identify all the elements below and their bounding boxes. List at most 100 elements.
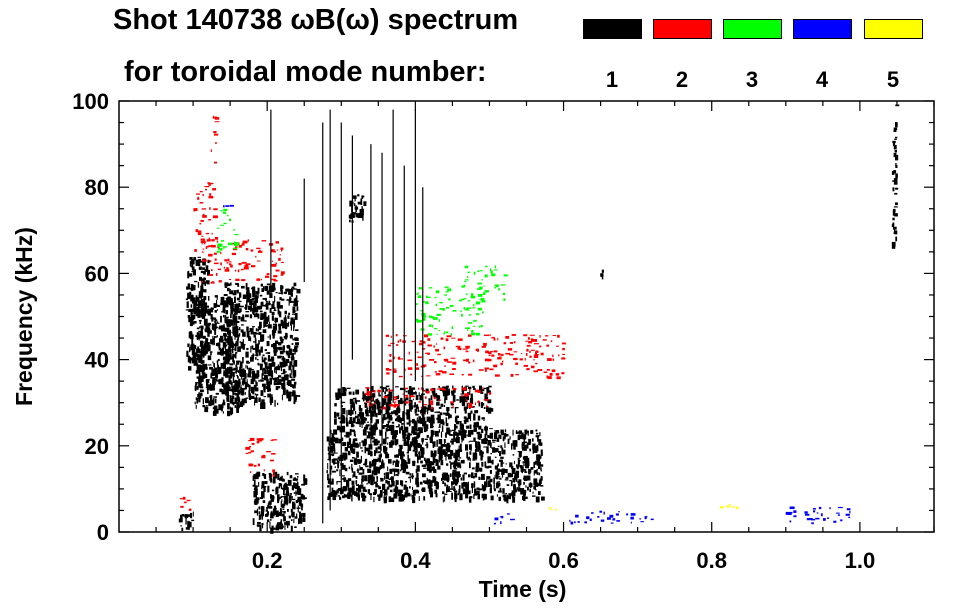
mode-1-mark bbox=[242, 339, 244, 346]
mode-1-mark bbox=[207, 331, 210, 337]
mode-1-mark bbox=[287, 479, 292, 486]
mode-1-mark bbox=[232, 368, 236, 371]
mode-2-mark bbox=[468, 334, 472, 337]
mode-1-mark bbox=[191, 265, 193, 268]
mode-1-mark bbox=[283, 291, 287, 294]
mode-1-mark bbox=[268, 506, 273, 509]
mode-1-mark bbox=[895, 173, 898, 179]
mode-2-mark bbox=[507, 348, 513, 351]
mode-1-mark bbox=[471, 483, 474, 488]
mode-1-mark bbox=[437, 418, 441, 420]
mode-2-mark bbox=[390, 342, 395, 344]
mode-1-mark bbox=[249, 314, 253, 319]
mode-1-mark bbox=[458, 473, 461, 477]
mode-1-mark bbox=[376, 458, 379, 462]
mode-1-mark bbox=[236, 406, 239, 413]
mode-1-mark bbox=[227, 284, 231, 286]
mode-1-mark bbox=[519, 451, 523, 454]
mode-1-mark bbox=[281, 475, 283, 481]
mode-1-mark bbox=[891, 241, 896, 249]
mode-1-mark bbox=[446, 411, 449, 413]
mode-2-mark bbox=[491, 336, 495, 339]
mode-1-mark bbox=[253, 313, 256, 318]
mode-1-mark bbox=[266, 290, 270, 295]
mode-1-mark bbox=[404, 440, 407, 445]
mode-1-mark bbox=[289, 493, 292, 495]
mode-3-mark bbox=[220, 249, 223, 251]
mode-1-mark bbox=[265, 352, 269, 354]
mode-2-mark bbox=[263, 469, 265, 472]
mode-1-mark bbox=[301, 483, 306, 486]
mode-1-mark bbox=[225, 353, 228, 358]
mode-1-mark bbox=[351, 445, 353, 451]
mode-2-mark bbox=[208, 253, 213, 257]
mode-1-mark bbox=[290, 325, 292, 331]
mode-1-mark bbox=[488, 390, 491, 394]
mode-3-mark bbox=[479, 286, 483, 290]
mode-1-mark bbox=[412, 461, 416, 467]
mode-1-mark bbox=[525, 471, 528, 473]
mode-1-mark bbox=[263, 474, 266, 478]
mode-1-mark bbox=[466, 451, 469, 459]
mode-2-mark bbox=[213, 161, 217, 164]
mode-1-mark bbox=[422, 439, 424, 445]
mode-1-mark bbox=[518, 451, 522, 457]
mode-1-mark bbox=[230, 401, 233, 403]
mode-2-mark bbox=[199, 222, 202, 225]
mode-2-mark bbox=[513, 341, 516, 344]
mode-2-mark bbox=[502, 360, 504, 363]
mode-1-mark bbox=[371, 460, 374, 466]
mode-1-mark bbox=[200, 285, 202, 288]
mode-1-mark bbox=[486, 446, 489, 454]
mode-1-mark bbox=[463, 459, 465, 463]
mode-1-mark bbox=[476, 431, 481, 435]
mode-2-mark bbox=[248, 440, 252, 442]
mode-1-mark bbox=[284, 315, 287, 322]
mode-1-mark bbox=[412, 496, 416, 504]
mode-1-mark bbox=[360, 412, 365, 418]
mode-1-mark bbox=[398, 445, 402, 447]
mode-2-mark bbox=[475, 402, 477, 406]
mode-2-mark bbox=[250, 249, 254, 252]
series-4-marks bbox=[223, 204, 851, 525]
mode-1-mark bbox=[239, 401, 243, 407]
mode-1-mark bbox=[203, 277, 205, 280]
mode-1-mark bbox=[402, 411, 405, 417]
mode-2-mark bbox=[201, 243, 203, 245]
mode-1-mark bbox=[511, 490, 516, 497]
mode-1-mark bbox=[338, 396, 341, 399]
mode-2-mark bbox=[272, 469, 275, 473]
mode-3-mark bbox=[475, 332, 480, 336]
mode-1-mark bbox=[294, 345, 298, 353]
mode-1-mark bbox=[417, 456, 419, 464]
mode-1-mark bbox=[361, 478, 363, 484]
mode-2-mark bbox=[261, 240, 267, 242]
mode-2-mark bbox=[241, 261, 247, 264]
mode-1-mark bbox=[444, 493, 448, 495]
mode-1-mark bbox=[197, 312, 201, 318]
mode-1-mark bbox=[240, 329, 244, 333]
mode-1-mark bbox=[408, 476, 411, 479]
mode-1-mark bbox=[415, 413, 419, 416]
mode-1-mark bbox=[273, 471, 278, 479]
mode-1-mark bbox=[185, 309, 189, 311]
y-tick-label: 0 bbox=[97, 520, 109, 545]
mode-1-mark bbox=[539, 432, 541, 437]
mode-2-mark bbox=[529, 350, 531, 353]
mode-1-mark bbox=[494, 465, 498, 470]
mode-1-mark bbox=[354, 206, 359, 210]
mode-1-mark bbox=[237, 304, 240, 311]
mode-2-mark bbox=[213, 252, 217, 255]
mode-1-mark bbox=[422, 473, 426, 478]
mode-1-mark bbox=[263, 486, 266, 492]
mode-3-mark bbox=[220, 224, 224, 226]
mode-1-mark bbox=[288, 365, 292, 371]
mode-1-mark bbox=[521, 441, 525, 447]
mode-1-mark bbox=[194, 321, 197, 324]
mode-1-mark bbox=[511, 443, 513, 450]
mode-1-mark bbox=[432, 430, 435, 435]
mode-1-mark bbox=[464, 419, 467, 424]
mode-1-mark bbox=[194, 386, 197, 391]
mode-1-mark bbox=[457, 420, 460, 423]
mode-1-mark bbox=[540, 467, 542, 471]
